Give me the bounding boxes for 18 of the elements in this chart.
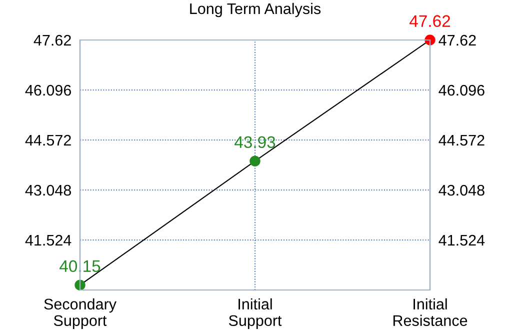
y2-tick-label: 41.524 bbox=[438, 234, 485, 246]
data-label: 43.93 bbox=[234, 136, 276, 148]
y-tick-label: 41.524 bbox=[25, 234, 72, 246]
y-tick-label: 46.096 bbox=[25, 84, 71, 96]
y2-tick-label: 43.048 bbox=[438, 184, 484, 196]
point bbox=[250, 156, 260, 166]
x-tick-label: Secondary Support bbox=[44, 298, 116, 330]
x-tick-label: Initial Support bbox=[228, 298, 282, 330]
y2-tick-label: 47.62 bbox=[438, 34, 476, 46]
data-label: 47.62 bbox=[410, 15, 450, 27]
y-tick-label: 47.62 bbox=[34, 34, 71, 46]
chart-title: Long Term Analysis bbox=[190, 2, 321, 18]
y-tick-label: 43.048 bbox=[25, 184, 72, 196]
y-tick-label: 44.572 bbox=[25, 134, 71, 146]
x-tick-label: Initial Resistance bbox=[393, 298, 468, 326]
data-label: 40.15 bbox=[60, 260, 100, 272]
y2-tick-label: 46.096 bbox=[438, 84, 484, 96]
y2-tick-label: 44.572 bbox=[438, 134, 484, 146]
